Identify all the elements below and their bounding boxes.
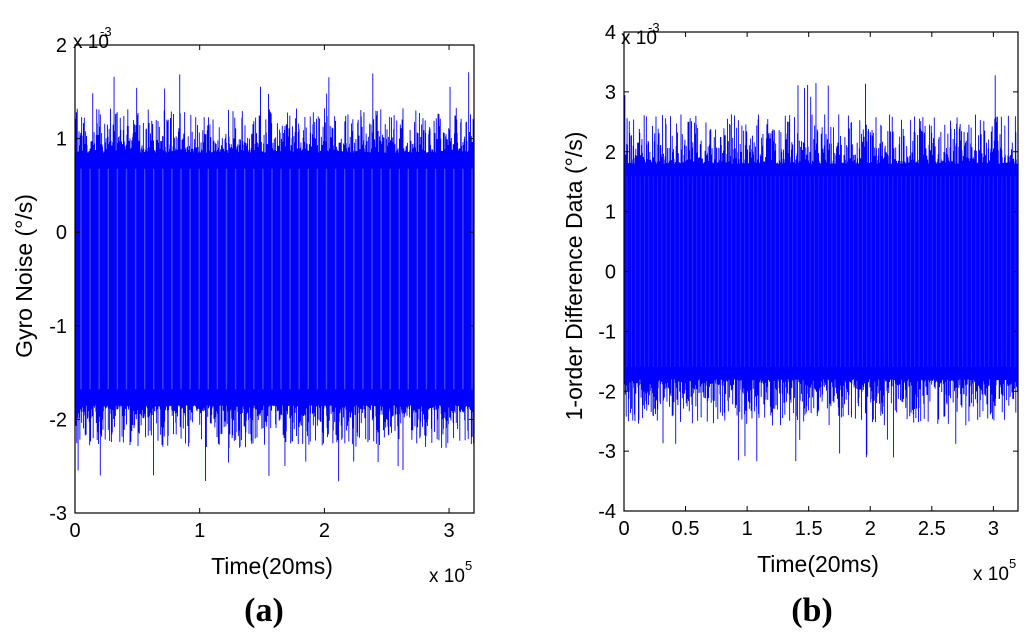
y-tick-label-b: -3 [598,441,616,463]
y-tick-label-a: 2 [56,35,67,57]
x-exponent-b: x 10 5 [973,556,1016,585]
x-axis-title-b: Time(20ms) [757,551,879,577]
panel-label-a: (a) [244,592,284,629]
y-axis-title-a: Gyro Noise (°/s) [11,194,37,358]
signal-series-a [74,72,475,482]
x-tick-label-b: 1 [742,518,753,540]
y-tick-label-b: -4 [598,501,616,523]
signal-core-a [75,162,474,396]
x-exp-power-a: 5 [465,558,472,573]
y-tick-label-a: -3 [49,503,67,525]
x-tick-label-b: 0 [618,518,629,540]
y-tick-label-b: -2 [598,381,616,403]
y-axis-title-b: 1-order Difference Data (°/s) [561,132,587,421]
x-exponent-a: x 10 5 [429,558,472,587]
chart-panel-b: 0 0.5 1 1.5 2 2.5 3 -4 -3 -2 -1 0 1 2 3 4 Time(20ms) 1-… [561,20,1019,629]
x-tick-label-a: 3 [444,520,455,542]
x-axis-title-a: Time(20ms) [211,553,333,579]
y-tick-label-b: 0 [605,262,616,284]
x-tick-label-b: 3 [988,518,999,540]
signal-core-b [624,172,1018,371]
y-tick-label-b: 2 [605,142,616,164]
x-tick-label-a: 0 [69,520,80,542]
x-exp-power-b: 5 [1009,556,1016,571]
y-exponent-b: x 10 -3 [621,20,660,49]
x-tick-label-b: 2.5 [918,518,946,540]
chart-panel-a: 0 1 2 3 -3 -2 -1 0 1 2 Time(20ms) Gyro Noise (°/s… [11,24,475,629]
y-exp-base-b: x 10 [621,28,657,49]
svg-text:x 10: x 10 [73,32,109,53]
x-exp-base-a: x 10 [429,566,465,587]
y-tick-label-b: 1 [605,202,616,224]
y-tick-label-b: 3 [605,82,616,104]
y-tick-label-a: 0 [56,222,67,244]
plot-frame-a [74,44,475,514]
signal-stripes-a [80,168,473,390]
x-tick-label-a: 2 [319,520,330,542]
x-tick-label-b: 1.5 [795,518,823,540]
y-tick-label-a: -2 [49,409,67,431]
panel-label-b: (b) [791,592,833,629]
x-exp-base-b: x 10 [973,564,1009,585]
y-exponent-a: x 10 -3 [73,24,112,53]
y-tick-label-a: 1 [56,129,67,151]
y-exp-power-b: -3 [648,20,660,35]
x-tick-label-b: 2 [865,518,876,540]
y-tick-label-a: -1 [49,316,67,338]
y-exp-base-a: x 10 [73,32,109,53]
x-tick-label-a: 1 [194,520,205,542]
x-tick-label-b: 0.5 [672,518,700,540]
y-tick-label-b: -1 [598,321,616,343]
y-exp-power-a: -3 [100,24,112,39]
y-tick-label-b: 4 [605,22,616,44]
signal-series-b [623,75,1019,462]
